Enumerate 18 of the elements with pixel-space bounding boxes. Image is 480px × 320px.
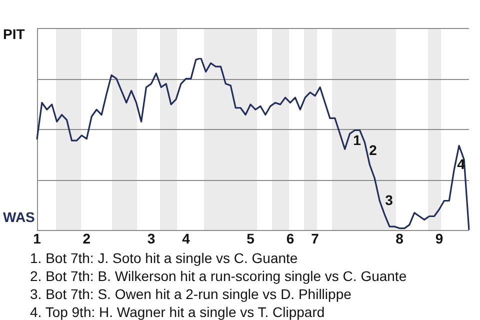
x-tick-label: 5 <box>246 230 255 246</box>
text: 4. Top 9th: H. Wagner hit a single vs T. Clippard <box>30 304 325 320</box>
text: 2. Bot 7th: B. Wilkerson hit a run-scoring single vs C. Guante <box>30 268 407 284</box>
annotation: 1 <box>353 132 362 148</box>
x-tick-label: 3 <box>147 230 156 246</box>
x-tick-label: 7 <box>311 230 320 246</box>
text: PIT <box>3 26 26 42</box>
text: 1. Bot 7th: J. Soto hit a single vs C. Guante <box>30 250 298 266</box>
x-tick-label: 4 <box>182 230 190 246</box>
x-tick-label: 1 <box>33 230 42 246</box>
x-tick-label: 2 <box>82 230 91 246</box>
text: 3. Bot 7th: S. Owen hit a 2-run single vs D. Phillippe <box>30 286 352 302</box>
x-tick-label: 6 <box>286 230 294 246</box>
x-tick-label: 9 <box>435 230 444 246</box>
annotation: 3 <box>385 192 394 208</box>
x-tick-label: 8 <box>396 230 404 246</box>
text: WAS <box>3 208 35 225</box>
annotation: 2 <box>369 142 378 158</box>
